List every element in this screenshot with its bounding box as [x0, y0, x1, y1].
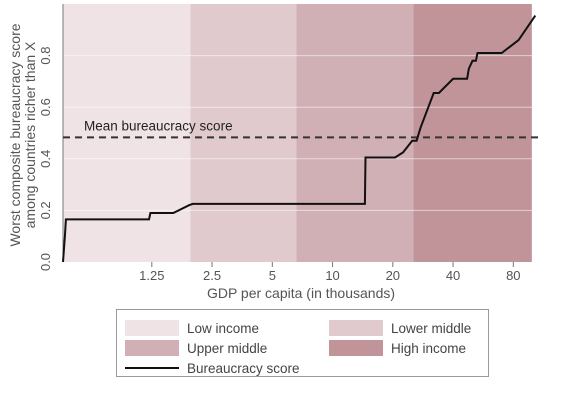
- legend-label-bureaucracy-score: Bureaucracy score: [187, 360, 300, 376]
- legend-swatch-upper-middle: [125, 340, 179, 356]
- legend-swatch-low-income: [125, 320, 179, 336]
- band-high-income: [413, 4, 532, 262]
- legend: Low income Lower middle Upper middle Hig…: [116, 309, 489, 377]
- y-axis-title-line-2: among countries richer than X: [22, 41, 38, 228]
- y-tick-label-3: 0.6: [38, 98, 53, 116]
- legend-item-upper-middle: Upper middle: [125, 339, 267, 357]
- band-lower-middle: [190, 4, 297, 262]
- y-tick-label-4: 0.8: [38, 47, 53, 65]
- y-tick-label-2: 0.4: [38, 150, 53, 168]
- x-tick-label-3: 10: [325, 268, 339, 283]
- legend-label-upper-middle: Upper middle: [187, 340, 268, 356]
- band-upper-middle: [296, 4, 414, 262]
- legend-item-lower-middle: Lower middle: [329, 319, 471, 337]
- y-ticks: 0.0 0.2 0.4 0.6 0.8: [38, 47, 53, 271]
- legend-label-low-income: Low income: [187, 320, 260, 336]
- y-tick-label-0: 0.0: [38, 253, 53, 271]
- x-tick-label-6: 80: [506, 268, 520, 283]
- income-bands: [63, 4, 532, 262]
- legend-item-low-income: Low income: [125, 319, 259, 337]
- grid-lines: [63, 55, 541, 211]
- legend-label-high-income: High income: [391, 340, 467, 356]
- x-ticks: 1.25 2.5 5 10 20 40 80: [139, 262, 521, 283]
- x-tick-label-1: 2.5: [203, 268, 221, 283]
- x-axis-title: GDP per capita (in thousands): [207, 285, 395, 301]
- x-tick-label-4: 20: [386, 268, 400, 283]
- x-tick-label-0: 1.25: [139, 268, 164, 283]
- y-tick-label-1: 0.2: [38, 201, 53, 219]
- y-axis-title-line-1: Worst composite bureaucracy score: [7, 23, 23, 246]
- series-group: [62, 15, 537, 263]
- x-tick-label-2: 5: [269, 268, 276, 283]
- series-line-bureaucracy-score: [62, 15, 537, 263]
- legend-line-bureaucracy-score: [125, 367, 179, 369]
- legend-item-bureaucracy-score: Bureaucracy score: [125, 359, 300, 377]
- reference-line-label: Mean bureaucracy score: [84, 118, 233, 133]
- legend-item-high-income: High income: [329, 339, 466, 357]
- legend-label-lower-middle: Lower middle: [391, 320, 472, 336]
- legend-swatch-lower-middle: [329, 320, 383, 336]
- x-tick-label-5: 40: [446, 268, 460, 283]
- legend-swatch-high-income: [329, 340, 383, 356]
